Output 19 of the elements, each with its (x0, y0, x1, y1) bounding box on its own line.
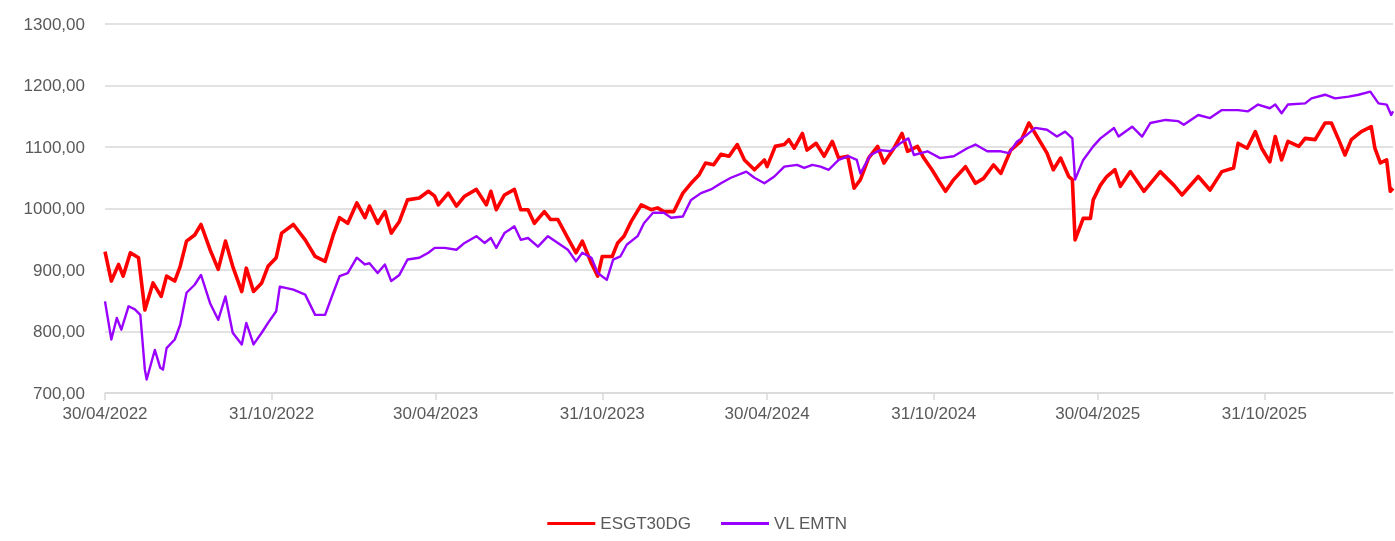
y-tick-label: 800,00 (33, 322, 85, 341)
x-tick-label: 30/04/2024 (724, 404, 810, 423)
y-tick-label: 1200,00 (23, 76, 85, 95)
y-tick-label: 700,00 (33, 383, 85, 403)
x-tick-label: 31/10/2024 (891, 404, 977, 423)
line-series (103, 121, 1395, 312)
y-tick-label: 1000,00 (23, 199, 85, 218)
x-tick-label: 31/10/2022 (229, 404, 315, 423)
x-tick-label: 30/04/2025 (1055, 404, 1141, 423)
x-tick-label: 30/04/2022 (62, 404, 148, 423)
x-tick-label: 31/10/2023 (559, 404, 645, 423)
y-tick-label: 1300,00 (23, 14, 85, 34)
y-tick-label: 1100,00 (24, 137, 85, 157)
line-series (103, 90, 1395, 381)
legend-label: VL EMTN (774, 514, 848, 533)
y-tick-label: 900,00 (33, 260, 85, 280)
x-tick-label: 31/10/2025 (1221, 404, 1307, 423)
legend-label: ESGT30DG (600, 514, 692, 533)
x-tick-label: 30/04/2023 (393, 404, 479, 423)
